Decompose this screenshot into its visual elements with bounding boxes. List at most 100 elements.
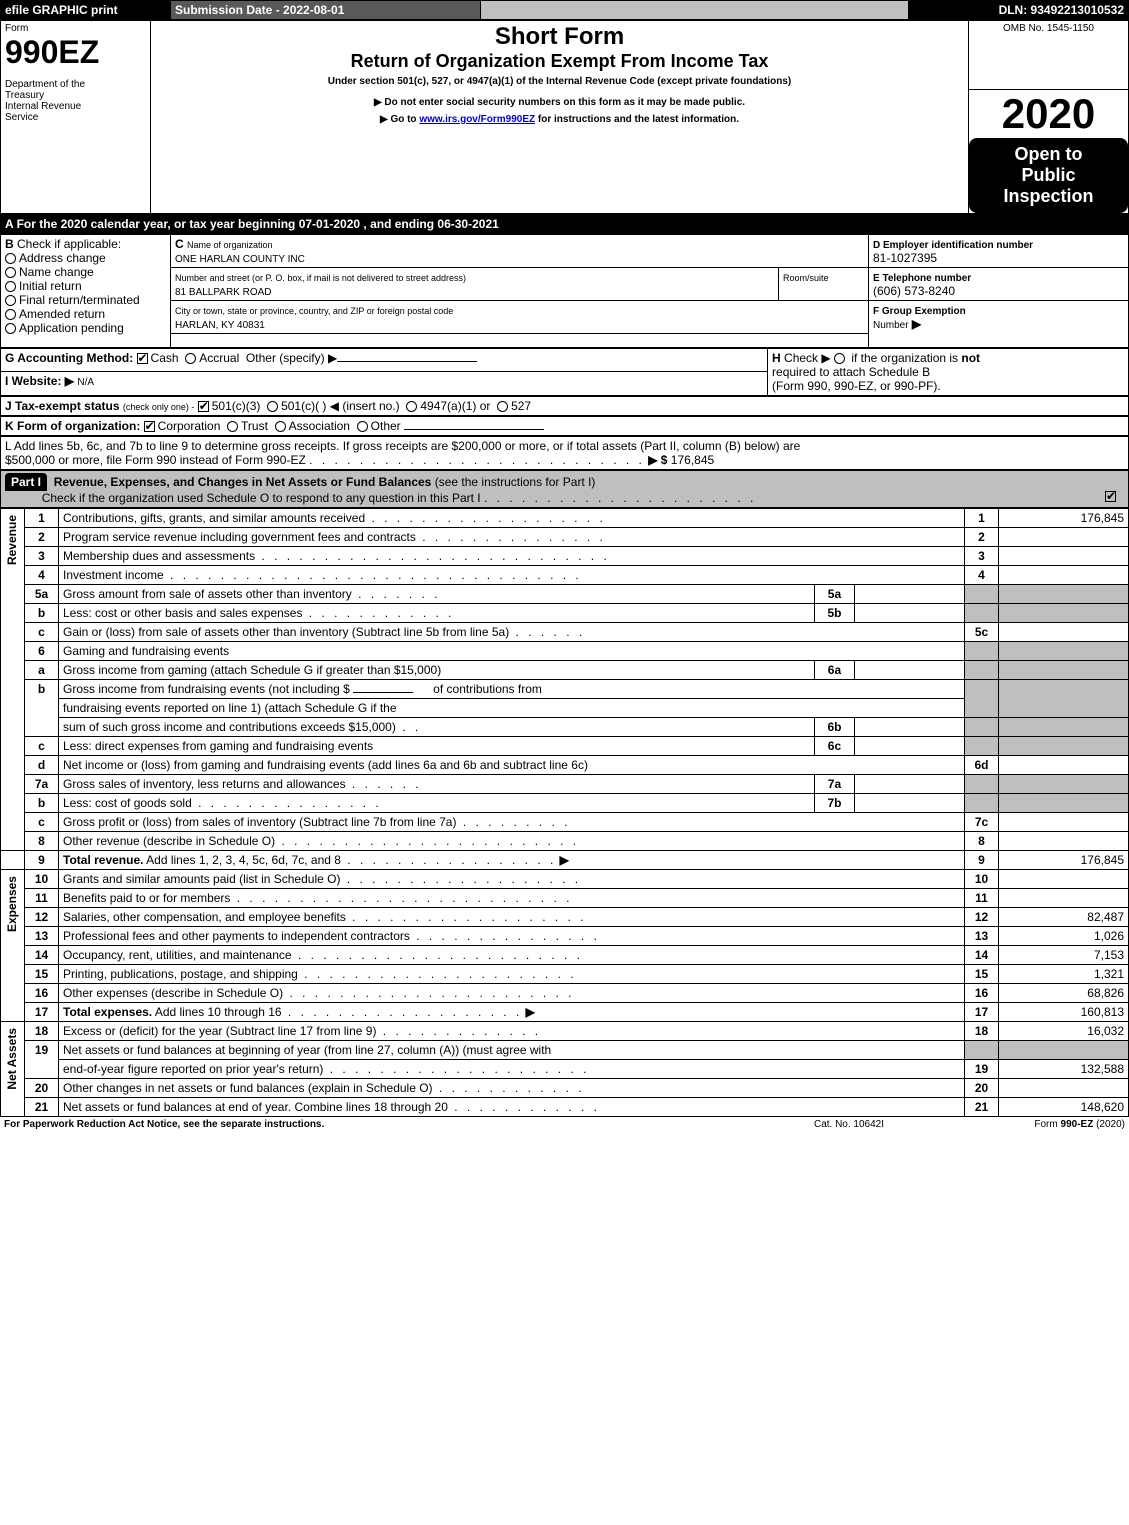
l6b-shade2 [999,679,1129,717]
l1-amt: 176,845 [999,508,1129,527]
line-h-text4: (Form 990, 990-EZ, or 990-PF). [772,379,941,393]
l2-amt [999,527,1129,546]
l20-text: Other changes in net assets or fund bala… [63,1081,433,1095]
l1-text: Contributions, gifts, grants, and simila… [63,511,365,525]
amended-return-radio[interactable] [5,309,16,320]
l3-num: 3 [25,546,59,565]
group-exemption-number-word: Number [873,320,909,331]
warn2-suffix: for instructions and the latest informat… [535,114,739,125]
trust-radio[interactable] [227,421,238,432]
l17-box: 17 [965,1002,999,1021]
dept-line1: Department of the [5,79,146,90]
l15-box: 15 [965,964,999,983]
l18-amt: 16,032 [999,1021,1129,1040]
application-pending-label: Application pending [19,321,124,335]
527-radio[interactable] [497,401,508,412]
initial-return-radio[interactable] [5,281,16,292]
paperwork-notice: For Paperwork Reduction Act Notice, see … [0,1117,749,1132]
l16-num: 16 [25,983,59,1002]
subtitle: Under section 501(c), 527, or 4947(a)(1)… [155,76,964,87]
l7b-subamt [854,793,964,812]
line-item-table: Revenue 1 Contributions, gifts, grants, … [0,508,1129,1117]
l10-text: Grants and similar amounts paid (list in… [63,872,340,886]
l6c-text: Less: direct expenses from gaming and fu… [63,739,373,753]
corporation-checkbox[interactable] [144,421,155,432]
l5c-amt [999,622,1129,641]
l6b-sub: 6b [814,717,854,736]
l4-amt [999,565,1129,584]
4947a1-radio[interactable] [406,401,417,412]
l6c-shade2 [999,736,1129,755]
accrual-radio[interactable] [185,353,196,364]
l3-text: Membership dues and assessments [63,549,255,563]
final-return-radio[interactable] [5,295,16,306]
l13-amt: 1,026 [999,926,1129,945]
l13-num: 13 [25,926,59,945]
l1-num: 1 [25,508,59,527]
dln: DLN: 93492213010532 [909,1,1129,20]
l6d-amt [999,755,1129,774]
inspection: Inspection [973,186,1124,207]
l5a-shade [965,584,999,603]
street-label: Number and street (or P. O. box, if mail… [175,273,466,283]
line-h-text3: required to attach Schedule B [772,365,930,379]
l7b-shade2 [999,793,1129,812]
period-a-text: For the 2020 calendar year, or tax year … [17,217,499,231]
initial-return-label: Initial return [19,279,82,293]
l19-box: 19 [965,1059,999,1078]
association-radio[interactable] [275,421,286,432]
ein-label: D Employer identification number [873,240,1033,251]
l6b-num: b [25,679,59,736]
dots: . . . . . . . . . . . . . . . . . . . . … [309,453,645,467]
l6b-amount-input[interactable] [353,692,413,693]
phone-label: E Telephone number [873,273,971,284]
l11-amt [999,888,1129,907]
l21-amt: 148,620 [999,1097,1129,1116]
org-name: ONE HARLAN COUNTY INC [175,254,305,265]
addr-change-radio[interactable] [5,253,16,264]
l6a-shade2 [999,660,1129,679]
l17-num: 17 [25,1002,59,1021]
l6b-shade [965,679,999,717]
application-pending-radio[interactable] [5,323,16,334]
schedule-o-checkbox[interactable] [1105,491,1116,502]
l7a-shade2 [999,774,1129,793]
part-i-check-text: Check if the organization used Schedule … [42,491,481,505]
name-change-radio[interactable] [5,267,16,278]
short-form: Short Form [155,23,964,51]
l7c-num: c [25,812,59,831]
l7b-sub: 7b [814,793,854,812]
line-l-text2: $500,000 or more, file Form 990 instead … [5,453,306,467]
cash-checkbox[interactable] [137,353,148,364]
l9-box: 9 [965,850,999,869]
city-label: City or town, state or province, country… [175,306,453,316]
other-specify-input[interactable] [337,361,477,362]
line-h-check: Check ▶ [784,351,831,365]
name-change-label: Name change [19,265,94,279]
l11-text: Benefits paid to or for members [63,891,230,905]
city-value: HARLAN, KY 40831 [175,320,265,331]
l1-box: 1 [965,508,999,527]
l11-box: 11 [965,888,999,907]
line-h-radio[interactable] [834,353,845,364]
501c-radio[interactable] [267,401,278,412]
l10-amt [999,869,1129,888]
l6c-num: c [25,736,59,755]
tax-exempt-hint: (check only one) - [123,402,195,412]
l5a-text: Gross amount from sale of assets other t… [63,587,352,601]
irs-link[interactable]: www.irs.gov/Form990EZ [419,114,535,125]
l10-num: 10 [25,869,59,888]
501c3-checkbox[interactable] [198,401,209,412]
title: Return of Organization Exempt From Incom… [155,51,964,72]
l6b-subamt [854,717,964,736]
efile-print: efile GRAPHIC print [1,1,171,20]
l18-box: 18 [965,1021,999,1040]
line-h-not: not [961,351,980,365]
l6b-shade3 [965,717,999,736]
4947a1-label: 4947(a)(1) or [420,399,490,413]
part-i-title: Revenue, Expenses, and Changes in Net As… [54,475,432,489]
l6b-text1: Gross income from fundraising events (no… [63,682,350,696]
other-org-input[interactable] [404,429,544,430]
other-org-radio[interactable] [357,421,368,432]
l3-box: 3 [965,546,999,565]
